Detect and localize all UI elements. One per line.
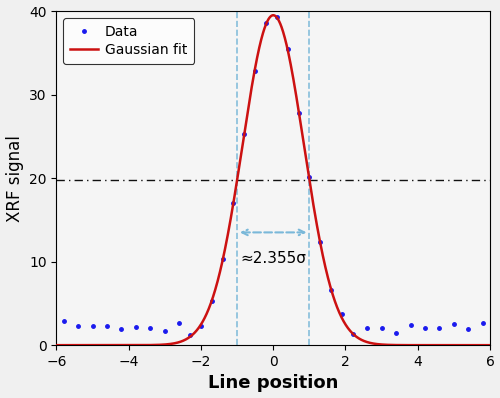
Data (328, 287, 334, 292)
Data (350, 331, 356, 336)
Data (220, 257, 226, 261)
Gaussian fit (270, 13, 276, 18)
Data (162, 329, 168, 334)
Data (133, 325, 139, 330)
Data (242, 131, 248, 136)
Gaussian fit (54, 343, 60, 347)
Data (104, 323, 110, 328)
Data (436, 326, 442, 330)
Data (378, 326, 384, 331)
Data (480, 321, 486, 326)
Line: Gaussian fit: Gaussian fit (56, 15, 490, 345)
Data (252, 68, 258, 73)
Data (75, 324, 81, 328)
Text: ≈2.355σ: ≈2.355σ (240, 251, 306, 266)
Data (198, 323, 204, 328)
Gaussian fit (395, 343, 401, 347)
Gaussian fit (487, 343, 493, 347)
Data (408, 323, 414, 328)
Data (451, 321, 457, 326)
Data (422, 326, 428, 330)
Data (148, 326, 154, 330)
Y-axis label: XRF signal: XRF signal (6, 135, 24, 222)
Data (306, 174, 312, 179)
Data (296, 111, 302, 116)
Data (176, 321, 182, 326)
Data (60, 318, 66, 323)
Data (263, 21, 269, 25)
Gaussian fit (474, 343, 480, 347)
Data (230, 201, 236, 205)
Gaussian fit (76, 343, 82, 347)
Data (284, 47, 290, 52)
Gaussian fit (264, 19, 270, 24)
Data (339, 311, 345, 316)
Data (209, 298, 215, 303)
Line: Data: Data (60, 14, 486, 339)
Data (364, 326, 370, 331)
Data (90, 323, 96, 328)
Data (118, 326, 124, 331)
Data (317, 240, 323, 245)
Gaussian fit (474, 343, 480, 347)
X-axis label: Line position: Line position (208, 375, 338, 392)
Data (274, 15, 280, 20)
Data (393, 330, 399, 335)
Data (466, 326, 471, 331)
Data (187, 333, 193, 338)
Gaussian fit (253, 62, 259, 67)
Legend: Data, Gaussian fit: Data, Gaussian fit (64, 18, 194, 64)
